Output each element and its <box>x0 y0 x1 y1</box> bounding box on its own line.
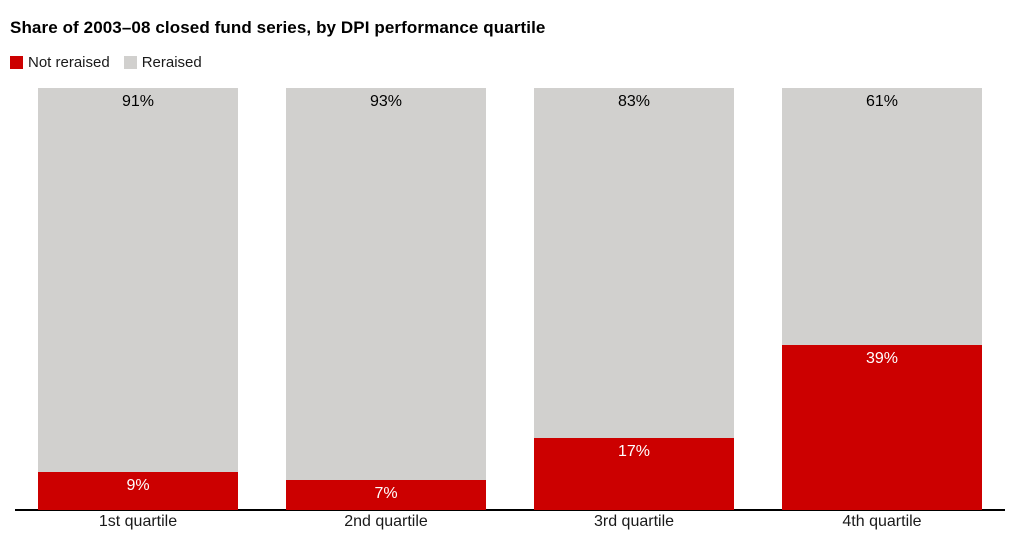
category-label-2nd-quartile: 2nd quartile <box>344 513 428 530</box>
legend-label-not-reraised: Not reraised <box>28 54 110 71</box>
category-label-4th-quartile: 4th quartile <box>842 513 922 530</box>
bar-segment-not-reraised-1st-quartile: 9% <box>38 472 238 510</box>
segment-value-label: 83% <box>617 93 651 110</box>
category-label-1st-quartile: 1st quartile <box>98 513 178 530</box>
bar-4th-quartile: 61% 39% <box>782 88 982 510</box>
segment-value-label: 93% <box>369 93 403 110</box>
bar-segment-reraised-3rd-quartile: 83% <box>534 88 734 439</box>
bar-segment-reraised-4th-quartile: 61% <box>782 88 982 346</box>
segment-value-label: 17% <box>617 443 651 461</box>
bar-segment-not-reraised-3rd-quartile: 17% <box>534 438 734 510</box>
bar-segment-not-reraised-4th-quartile: 39% <box>782 345 982 510</box>
segment-value-label: 7% <box>374 485 398 503</box>
segment-value-label: 9% <box>126 477 150 495</box>
segment-value-label: 39% <box>865 350 899 368</box>
bar-1st-quartile: 91% 9% <box>38 88 238 510</box>
segment-value-label: 61% <box>865 93 899 110</box>
bar-segment-not-reraised-2nd-quartile: 7% <box>286 480 486 510</box>
bar-segment-reraised-1st-quartile: 91% <box>38 88 238 473</box>
category-label-3rd-quartile: 3rd quartile <box>593 513 675 530</box>
bar-3rd-quartile: 83% 17% <box>534 88 734 510</box>
legend-item-reraised: Reraised <box>123 54 202 71</box>
x-axis-line <box>15 509 1005 511</box>
legend-item-not-reraised: Not reraised <box>10 54 110 71</box>
legend-swatch-reraised-icon <box>123 56 137 69</box>
chart-title: Share of 2003–08 closed fund series, by … <box>10 18 546 37</box>
segment-value-label: 91% <box>121 93 155 110</box>
legend-label-reraised: Reraised <box>141 54 202 71</box>
legend: Not reraised Reraised <box>10 54 202 71</box>
legend-swatch-not-reraised-icon <box>10 56 23 69</box>
bar-segment-reraised-2nd-quartile: 93% <box>286 88 486 481</box>
bar-2nd-quartile: 93% 7% <box>286 88 486 510</box>
